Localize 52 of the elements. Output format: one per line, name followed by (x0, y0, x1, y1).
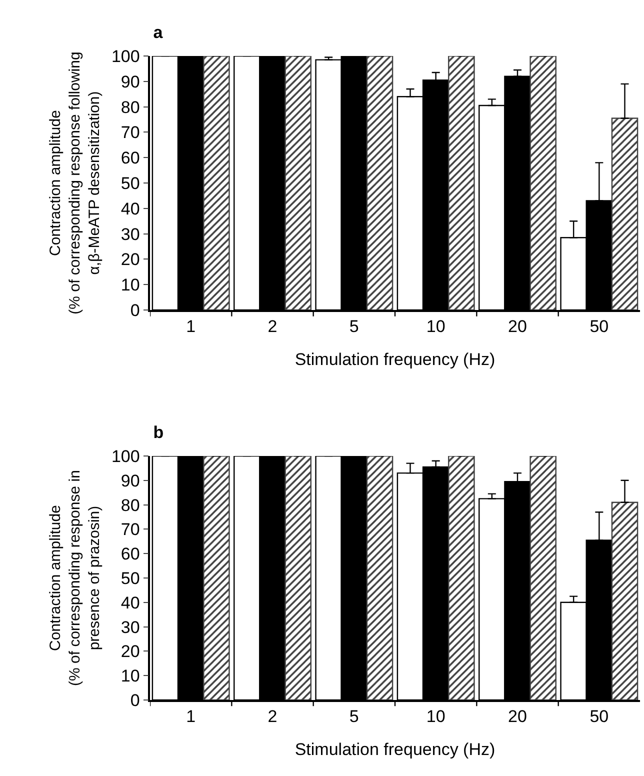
y-tick-label: 20 (120, 250, 140, 270)
bar (366, 56, 394, 310)
bar (448, 456, 475, 700)
y-tick-label: 40 (120, 199, 140, 218)
y-tick-label: 100 (111, 446, 140, 466)
bar (611, 502, 638, 700)
x-tick-label: 10 (426, 317, 446, 336)
x-tick-label: 5 (349, 707, 359, 726)
x-tick-label: 10 (426, 707, 446, 726)
x-tick-label: 20 (508, 317, 527, 336)
bar (448, 56, 475, 310)
bar (530, 56, 556, 310)
y-tick-label: 0 (130, 690, 140, 710)
bar (203, 56, 230, 310)
bar (203, 456, 230, 700)
y-tick-label: 30 (120, 618, 140, 637)
x-tick-label: 50 (590, 707, 609, 726)
bar (611, 118, 638, 310)
x-tick-label: 50 (590, 317, 609, 336)
y-tick-label: 10 (120, 666, 140, 686)
x-axis-title: Stimulation frequency (Hz) (294, 740, 496, 760)
y-tick-label: 30 (120, 224, 140, 244)
bar (284, 456, 312, 700)
x-tick-label: 20 (508, 707, 527, 726)
y-tick-label: 60 (120, 544, 140, 564)
y-tick-label: 100 (111, 46, 140, 66)
x-axis-title: Stimulation frequency (Hz) (294, 350, 496, 370)
y-axis-title: Contraction amplitude (% of corresponding response in presence of prazosin) (47, 470, 104, 686)
x-tick-label: 5 (349, 317, 359, 336)
y-tick-label: 60 (120, 148, 140, 168)
y-tick-label: 40 (120, 593, 140, 612)
x-tick-label: 1 (186, 317, 196, 336)
bar (284, 56, 312, 310)
y-tick-label: 10 (120, 276, 140, 295)
chart-title: a (153, 22, 164, 42)
bar (530, 456, 556, 700)
y-tick-label: 50 (120, 174, 140, 193)
x-tick-label: 1 (186, 707, 196, 726)
y-tick-label: 70 (120, 520, 140, 540)
bar (366, 456, 394, 700)
y-tick-label: 90 (120, 471, 140, 490)
y-tick-label: 20 (120, 642, 140, 662)
y-tick-label: 80 (120, 496, 140, 515)
y-tick-label: 90 (120, 72, 140, 92)
y-tick-label: 0 (130, 300, 140, 320)
y-tick-label: 50 (120, 568, 140, 588)
x-tick-label: 2 (268, 707, 278, 726)
chart-title: b (153, 422, 164, 442)
y-tick-label: 80 (120, 98, 140, 117)
y-tick-label: 70 (120, 123, 140, 142)
x-tick-label: 2 (268, 317, 278, 336)
y-axis-title: Contraction amplitude (% of corresponding response following α,β-MeATP desensitization) (47, 52, 104, 314)
